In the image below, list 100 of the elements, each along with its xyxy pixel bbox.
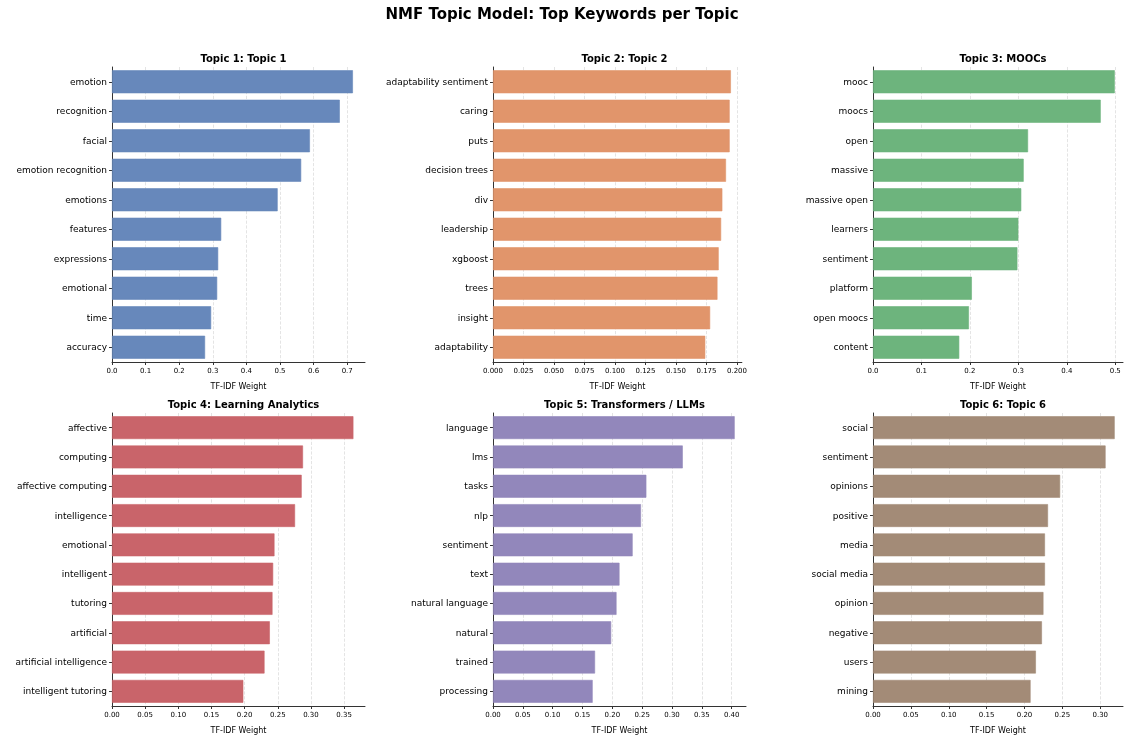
y-tick-label: users	[843, 657, 869, 668]
y-tick-label: artificial intelligence	[15, 657, 108, 668]
y-tick-label: affective	[67, 422, 108, 433]
bar	[112, 533, 275, 557]
bar	[112, 650, 265, 674]
y-tick-label: adaptability	[434, 342, 489, 353]
bar	[112, 335, 206, 359]
bar	[493, 533, 633, 557]
bar	[112, 679, 244, 703]
chart-subtitle: Topic 6: Topic 6	[959, 398, 1047, 410]
bar	[873, 306, 969, 330]
bar	[112, 306, 212, 330]
bar	[873, 247, 1018, 271]
y-tick-label: sentiment	[442, 539, 489, 550]
y-tick-label: emotional	[61, 283, 107, 294]
y-tick-label: div	[474, 194, 489, 205]
bar	[112, 247, 219, 271]
y-tick-label: emotion	[69, 76, 107, 87]
y-tick-label: nlp	[474, 510, 489, 521]
bar	[493, 592, 617, 615]
bar	[112, 504, 296, 527]
x-axis-title: TF-IDF Weight	[588, 381, 646, 391]
y-tick-label: trained	[455, 657, 488, 668]
chart-subtitle: Topic 3: MOOCs	[959, 52, 1047, 64]
chart-subtitle: Topic 4: Learning Analytics	[167, 398, 320, 410]
bar	[873, 188, 1022, 212]
bar	[112, 445, 303, 469]
y-tick-label: leadership	[440, 224, 489, 235]
y-tick-label: mooc	[843, 76, 869, 87]
bar	[873, 99, 1101, 123]
y-tick-label: decision trees	[425, 165, 489, 176]
bar	[873, 70, 1115, 94]
bar	[873, 416, 1115, 440]
y-tick-label: massive	[830, 165, 869, 176]
y-tick-label: natural language	[411, 598, 489, 609]
bar	[112, 592, 273, 615]
bar	[112, 416, 354, 440]
y-tick-label: caring	[459, 106, 488, 117]
y-tick-label: content	[833, 342, 869, 353]
y-tick-label: tasks	[464, 481, 489, 492]
y-tick-label: recognition	[56, 106, 107, 117]
y-tick-label: open moocs	[813, 312, 869, 323]
y-tick-label: massive open	[805, 194, 868, 205]
bar	[873, 129, 1029, 153]
bar	[873, 445, 1106, 469]
x-axis-title: TF-IDF Weight	[969, 381, 1026, 391]
bar	[112, 474, 302, 498]
y-tick-label: sentiment	[822, 253, 869, 264]
y-tick-label: adaptability sentiment	[386, 76, 489, 87]
y-tick-label: mining	[837, 686, 868, 697]
y-tick-label: positive	[832, 510, 869, 521]
bar	[873, 592, 1044, 615]
y-tick-label: emotional	[61, 539, 107, 550]
bar	[873, 650, 1036, 674]
y-tick-label: negative	[828, 627, 869, 638]
bar	[493, 504, 641, 527]
bar	[873, 621, 1042, 645]
y-tick-label: puts	[468, 135, 489, 146]
bar	[493, 679, 593, 703]
bar	[873, 217, 1019, 241]
y-tick-label: tutoring	[71, 598, 107, 609]
y-tick-label: emotions	[65, 194, 108, 205]
y-tick-label: platform	[829, 283, 868, 294]
bar	[112, 276, 218, 300]
y-tick-label: intelligence	[54, 510, 108, 521]
chart-subtitle: Topic 5: Transformers / LLMs	[544, 398, 705, 410]
y-tick-label: time	[86, 312, 108, 323]
y-tick-label: affective computing	[16, 481, 107, 492]
bar	[873, 504, 1048, 527]
y-tick-label: intelligent tutoring	[22, 686, 107, 697]
y-tick-label: accuracy	[66, 342, 108, 353]
bar	[112, 562, 274, 586]
y-tick-label: social	[842, 422, 868, 433]
y-tick-label: artificial	[70, 627, 107, 638]
bar	[493, 650, 596, 674]
x-axis-title: TF-IDF Weight	[209, 725, 267, 735]
bar	[873, 562, 1045, 586]
y-tick-label: lms	[472, 451, 489, 462]
bar	[873, 276, 972, 300]
bar	[112, 129, 310, 153]
bar	[493, 474, 647, 498]
bar	[873, 335, 960, 359]
bar	[112, 99, 340, 123]
bar	[873, 158, 1024, 182]
y-tick-label: expressions	[53, 253, 108, 264]
y-tick-label: trees	[465, 283, 489, 294]
y-tick-label: computing	[58, 451, 107, 462]
x-axis-title: TF-IDF Weight	[590, 725, 648, 735]
y-tick-label: features	[69, 224, 108, 235]
bar	[493, 621, 612, 645]
bar	[873, 679, 1031, 703]
y-tick-label: learners	[831, 224, 869, 235]
y-tick-label: media	[839, 539, 868, 550]
bar	[112, 217, 222, 241]
x-axis-title: TF-IDF Weight	[209, 381, 267, 391]
y-tick-label: xgboost	[452, 253, 489, 264]
bar	[873, 474, 1061, 498]
chart-subtitle: Topic 2: Topic 2	[581, 52, 668, 64]
y-tick-label: opinions	[830, 481, 869, 492]
y-tick-label: sentiment	[822, 451, 869, 462]
